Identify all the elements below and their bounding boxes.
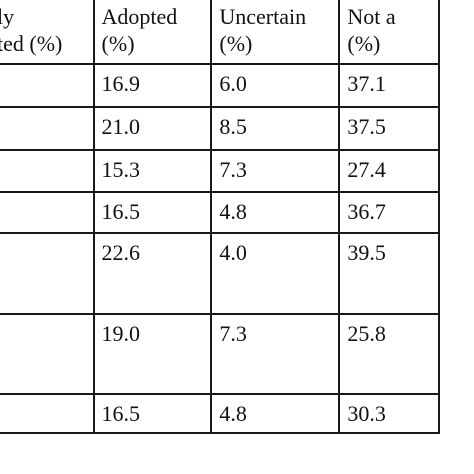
cell-not-adopted: 27.4 [338,149,440,193]
table-row: .7 16.5 4.8 36.7 [0,191,440,234]
cell-not-adopted: 39.5 [338,232,440,315]
cell-highly-adopted: .9 [0,393,95,434]
header-uncertain: Uncertain (%) [210,0,341,65]
cell-adopted: 21.0 [92,106,213,151]
header-highly-adopted: ghly opted (%) [0,0,95,65]
cell-adopted: 15.3 [92,149,213,193]
cell-adopted: 22.6 [92,232,213,315]
table-row: .9 16.5 4.8 30.3 [0,393,440,434]
table-row: .3 16.9 6.0 37.1 [0,63,440,108]
cell-uncertain: 8.5 [210,106,341,151]
cell-uncertain: 6.0 [210,63,341,108]
cell-highly-adopted: .0 [0,313,95,395]
cell-adopted: 19.0 [92,313,213,395]
cell-not-adopted: 37.5 [338,106,440,151]
table-row: .0 19.0 7.3 25.8 [0,313,440,395]
header-adopted: Adopted (%) [92,0,213,65]
cell-not-adopted: 30.3 [338,393,440,434]
table-row: .5 21.0 8.5 37.5 [0,106,440,151]
cell-uncertain: 4.8 [210,191,341,234]
cell-adopted: 16.5 [92,191,213,234]
adoption-table: ghly opted (%) Adopted (%) Uncertain (%)… [0,0,440,434]
cell-uncertain: 4.0 [210,232,341,315]
cell-adopted: 16.5 [92,393,213,434]
cell-uncertain: 7.3 [210,149,341,193]
table-row: .1 15.3 7.3 27.4 [0,149,440,193]
cell-not-adopted: 36.7 [338,191,440,234]
cell-highly-adopted: .1 [0,149,95,193]
cell-adopted: 16.9 [92,63,213,108]
cell-uncertain: 4.8 [210,393,341,434]
header-row: ghly opted (%) Adopted (%) Uncertain (%)… [0,0,440,65]
cell-highly-adopted: .7 [0,232,95,315]
table-row: .7 22.6 4.0 39.5 [0,232,440,315]
cell-not-adopted: 25.8 [338,313,440,395]
cell-highly-adopted: .5 [0,106,95,151]
header-not-adopted: Not a (%) [338,0,440,65]
cell-not-adopted: 37.1 [338,63,440,108]
cell-highly-adopted: .3 [0,63,95,108]
cell-uncertain: 7.3 [210,313,341,395]
cell-highly-adopted: .7 [0,191,95,234]
